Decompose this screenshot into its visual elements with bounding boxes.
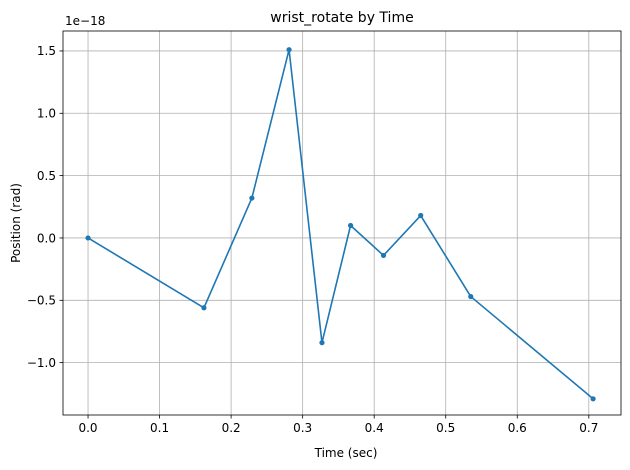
y-tick-label: −1.0 [27,356,56,370]
x-tick-label: 0.6 [508,421,527,435]
data-point [286,47,292,53]
x-tick-label: 0.3 [293,421,312,435]
data-point [201,305,207,311]
x-tick-label: 0.1 [150,421,169,435]
y-tick-label: 1.0 [37,107,56,121]
plot-area-frame [62,30,622,416]
grid-lines [63,31,621,415]
x-axis-label: Time (sec) [314,446,378,460]
y-offset-label: 1e−18 [65,14,105,28]
data-point [590,396,596,402]
data-point [319,340,325,346]
data-series [85,47,596,402]
x-tick-label: 0.2 [222,421,241,435]
x-tick-label: 0.0 [78,421,97,435]
y-axis-ticks: −1.0 −0.5 0.0 0.5 1.0 1.5 [27,44,63,370]
chart-title: wrist_rotate by Time [270,10,413,26]
plot-area-background [63,31,621,415]
data-point [418,212,424,219]
data-point [85,235,91,241]
data-point [468,293,474,300]
data-point [380,252,387,259]
series-line [87,48,594,400]
x-axis-ticks: 0.0 0.1 0.2 0.3 0.4 0.5 0.6 0.7 [78,415,598,435]
y-tick-label: 0.0 [37,231,56,245]
data-point [249,195,255,201]
data-point [347,222,354,229]
x-tick-label: 0.4 [365,421,384,435]
x-tick-label: 0.7 [579,421,598,435]
y-tick-label: 1.5 [37,44,56,58]
y-tick-label: −0.5 [27,294,56,308]
y-axis-label: Position (rad) [9,183,23,263]
y-tick-label: 0.5 [37,169,56,183]
x-tick-label: 0.5 [436,421,455,435]
